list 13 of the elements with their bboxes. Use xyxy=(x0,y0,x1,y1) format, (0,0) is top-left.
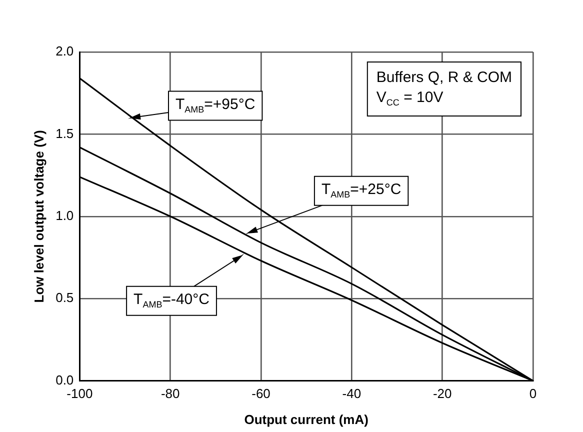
x-tick-label: 0 xyxy=(529,386,537,402)
x-axis-title: Output current (mA) xyxy=(244,412,368,427)
y-axis-title: Low level output voltage (V) xyxy=(31,130,46,303)
x-tick-label: -100 xyxy=(66,386,93,402)
y-tick-label: 0.5 xyxy=(56,290,74,306)
x-tick-label: -80 xyxy=(160,386,180,402)
y-tick-label: 1.5 xyxy=(56,126,74,141)
x-tick-label: -40 xyxy=(342,386,362,402)
y-tick-label: 1.0 xyxy=(56,208,74,223)
x-tick-label: -60 xyxy=(252,386,270,402)
y-tick-label: 0.0 xyxy=(56,372,74,388)
x-tick-label: -20 xyxy=(432,386,452,402)
y-tick-label: 2.0 xyxy=(56,44,74,59)
